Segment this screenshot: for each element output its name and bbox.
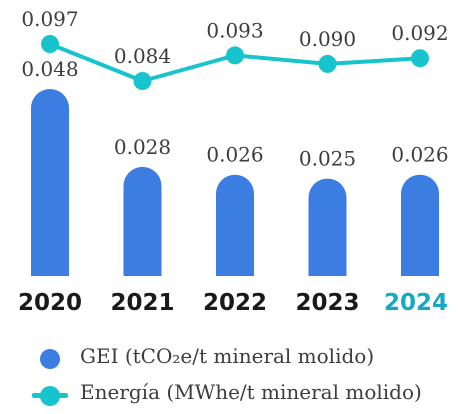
energia-legend-label: Energía (MWhe/t mineral molido) <box>80 380 422 404</box>
legend-item-energia: Energía (MWhe/t mineral molido) <box>0 374 459 414</box>
energia-value-label-2022: 0.093 <box>206 18 263 42</box>
year-axis-labels: 2020 2021 2022 2023 2024 <box>18 290 448 316</box>
energia-value-label-2024: 0.092 <box>391 21 448 45</box>
year-label-2021: 2021 <box>110 290 174 316</box>
gei-value-label-2024: 0.026 <box>391 143 448 167</box>
energia-point-2023 <box>318 54 337 73</box>
energia-point-2024 <box>411 49 429 68</box>
gei-bar-2023 <box>308 178 347 276</box>
gei-value-label-2023: 0.025 <box>299 147 356 171</box>
gei-legend-swatch <box>40 349 60 369</box>
energia-value-label-2020: 0.097 <box>21 7 78 31</box>
energia-point-2022 <box>226 46 244 65</box>
legend-item-gei: GEI (tCO₂e/t mineral molido) <box>0 338 459 378</box>
gei-value-label-2020: 0.048 <box>21 57 78 81</box>
energia-value-label-2021: 0.084 <box>114 44 171 68</box>
energia-point-2020 <box>41 35 59 53</box>
year-label-2023: 2023 <box>295 290 359 316</box>
year-label-2022: 2022 <box>203 290 267 316</box>
year-label-2020: 2020 <box>18 290 82 316</box>
gei-bar-2024 <box>401 174 439 276</box>
energia-point-2021 <box>133 72 152 90</box>
energia-point-labels: 0.097 0.084 0.093 0.090 0.092 <box>21 7 448 68</box>
gei-value-label-2022: 0.026 <box>206 143 263 167</box>
gei-bars <box>31 89 439 276</box>
energia-legend-marker <box>40 386 60 406</box>
gei-bar-2020 <box>31 89 69 276</box>
year-label-2024: 2024 <box>384 290 448 316</box>
gei-bar-labels: 0.048 0.028 0.026 0.025 0.026 <box>21 57 448 171</box>
gei-bar-2022 <box>216 174 254 276</box>
gei-bar-2021 <box>123 166 162 276</box>
gei-value-label-2021: 0.028 <box>114 135 171 159</box>
energia-value-label-2023: 0.090 <box>299 27 356 51</box>
gei-legend-label: GEI (tCO₂e/t mineral molido) <box>80 344 375 368</box>
energia-line-layer <box>41 35 429 90</box>
